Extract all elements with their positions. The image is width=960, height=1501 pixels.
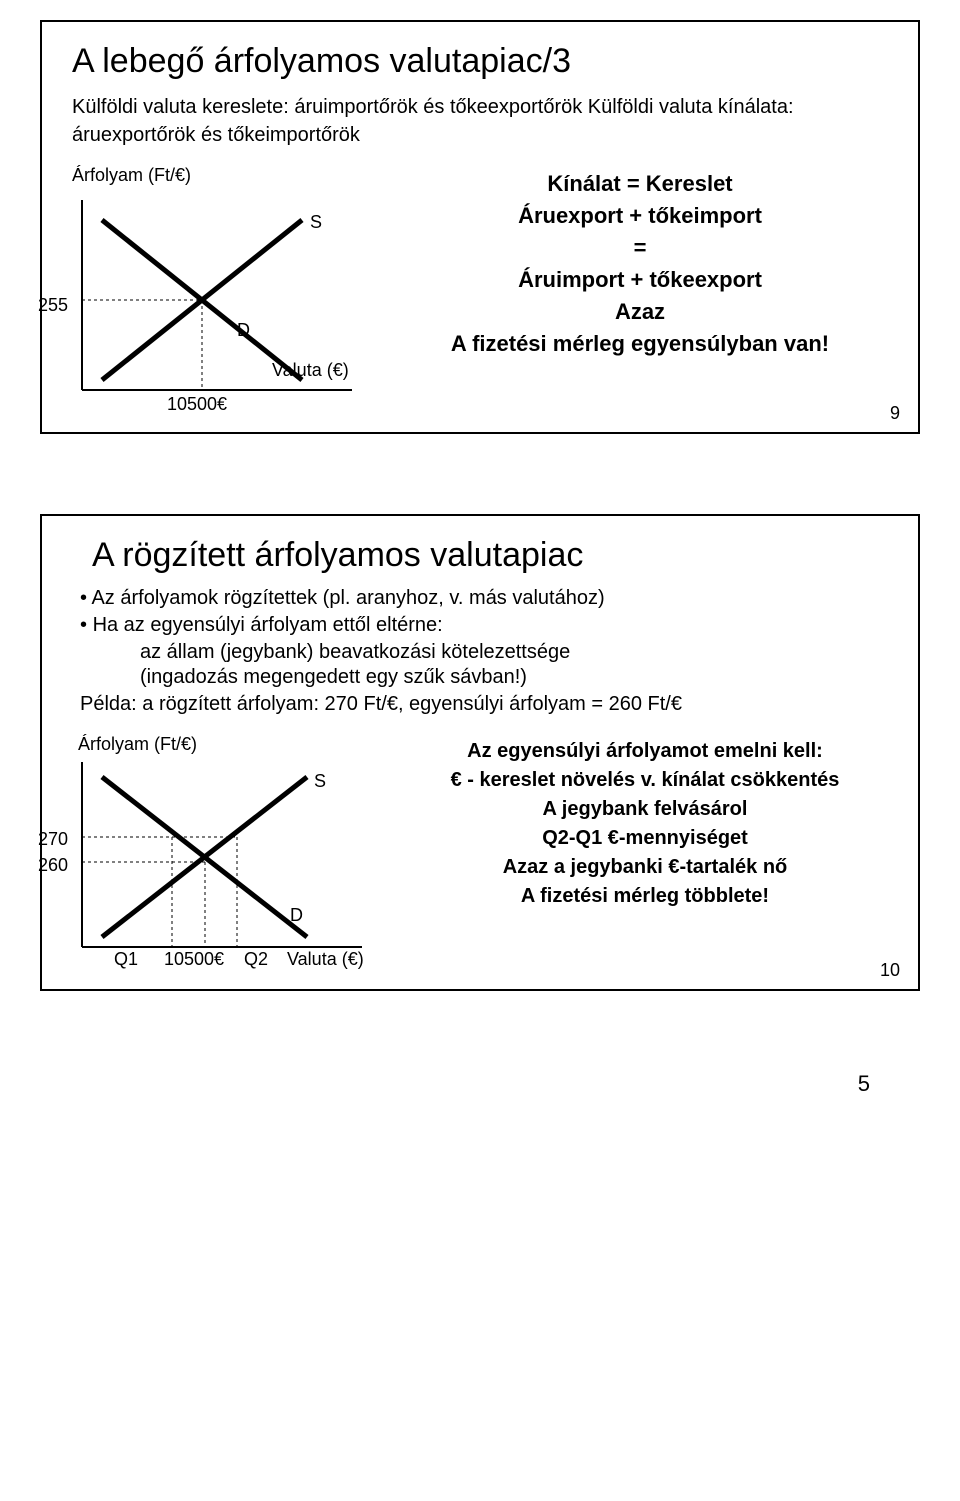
r2-l2: € - kereslet növelés v. kínálat csökkent…: [402, 769, 888, 792]
y-axis-label-2: Árfolyam (Ft/€): [78, 734, 402, 755]
bullet-2a: az állam (jegybank) beavatkozási kötelez…: [140, 641, 888, 664]
x-tick-mid: 10500€: [164, 949, 224, 970]
slide2-number: 10: [880, 960, 900, 981]
d-label-2: D: [290, 905, 303, 926]
line-azaz: Azaz: [392, 299, 888, 325]
page-number: 5: [40, 1071, 920, 1097]
chart2-svg: [72, 757, 382, 977]
slide-1: A lebegő árfolyamos valutapiac/3 Külföld…: [40, 20, 920, 434]
r2-l4: Q2-Q1 €-mennyiséget: [402, 827, 888, 850]
s-label-2: S: [314, 771, 326, 792]
x-axis-label-2: Valuta (€): [287, 949, 364, 970]
y-tick-260: 260: [28, 855, 68, 876]
r2-l6: A fizetési mérleg többlete!: [402, 885, 888, 908]
line-kinalat-kereslet: Kínálat = Kereslet: [392, 171, 888, 197]
x-axis-label: Valuta (€): [272, 360, 349, 381]
bullet-2: Ha az egyensúlyi árfolyam ettől eltérne:: [80, 614, 888, 637]
x-tick-q1: Q1: [114, 949, 138, 970]
r2-l1: Az egyensúlyi árfolyamot emelni kell:: [402, 740, 888, 763]
y-tick-255: 255: [28, 295, 68, 316]
s-label: S: [310, 212, 322, 233]
y-tick-270: 270: [28, 829, 68, 850]
y-axis-label: Árfolyam (Ft/€): [72, 165, 392, 186]
line-export-import: Áruexport + tőkeimport: [392, 203, 888, 229]
slide1-number: 9: [890, 403, 900, 424]
line-fizetesi: A fizetési mérleg egyensúlyban van!: [392, 331, 888, 357]
slide1-title: A lebegő árfolyamos valutapiac/3: [72, 42, 888, 81]
slide2-right-text: Az egyensúlyi árfolyamot emelni kell: € …: [402, 734, 888, 914]
slide2-chart: Árfolyam (Ft/€) 270 260: [72, 734, 402, 977]
line-equals: =: [392, 235, 888, 261]
x-tick-q2: Q2: [244, 949, 268, 970]
slide2-bullets: Az árfolyamok rögzítettek (pl. aranyhoz,…: [80, 587, 888, 716]
x-tick-10500: 10500€: [167, 394, 227, 415]
bullet-2b: (ingadozás megengedett egy szűk sávban!): [140, 666, 888, 689]
chart-svg: [72, 190, 372, 420]
slide1-subtitle: Külföldi valuta kereslete: áruimportőrök…: [72, 93, 888, 149]
slide1-right-text: Kínálat = Kereslet Áruexport + tőkeimpor…: [392, 165, 888, 363]
slide1-chart: Árfolyam (Ft/€) 255: [72, 165, 392, 420]
slide-2: A rögzített árfolyamos valutapiac Az árf…: [40, 514, 920, 991]
bullet-1: Az árfolyamok rögzítettek (pl. aranyhoz,…: [80, 587, 888, 610]
slide2-title: A rögzített árfolyamos valutapiac: [92, 536, 888, 575]
bullet-3: Példa: a rögzített árfolyam: 270 Ft/€, e…: [80, 693, 888, 716]
r2-l3: A jegybank felvásárol: [402, 798, 888, 821]
line-import-export: Áruimport + tőkeexport: [392, 267, 888, 293]
r2-l5: Azaz a jegybanki €-tartalék nő: [402, 856, 888, 879]
d-label: D: [237, 320, 250, 341]
